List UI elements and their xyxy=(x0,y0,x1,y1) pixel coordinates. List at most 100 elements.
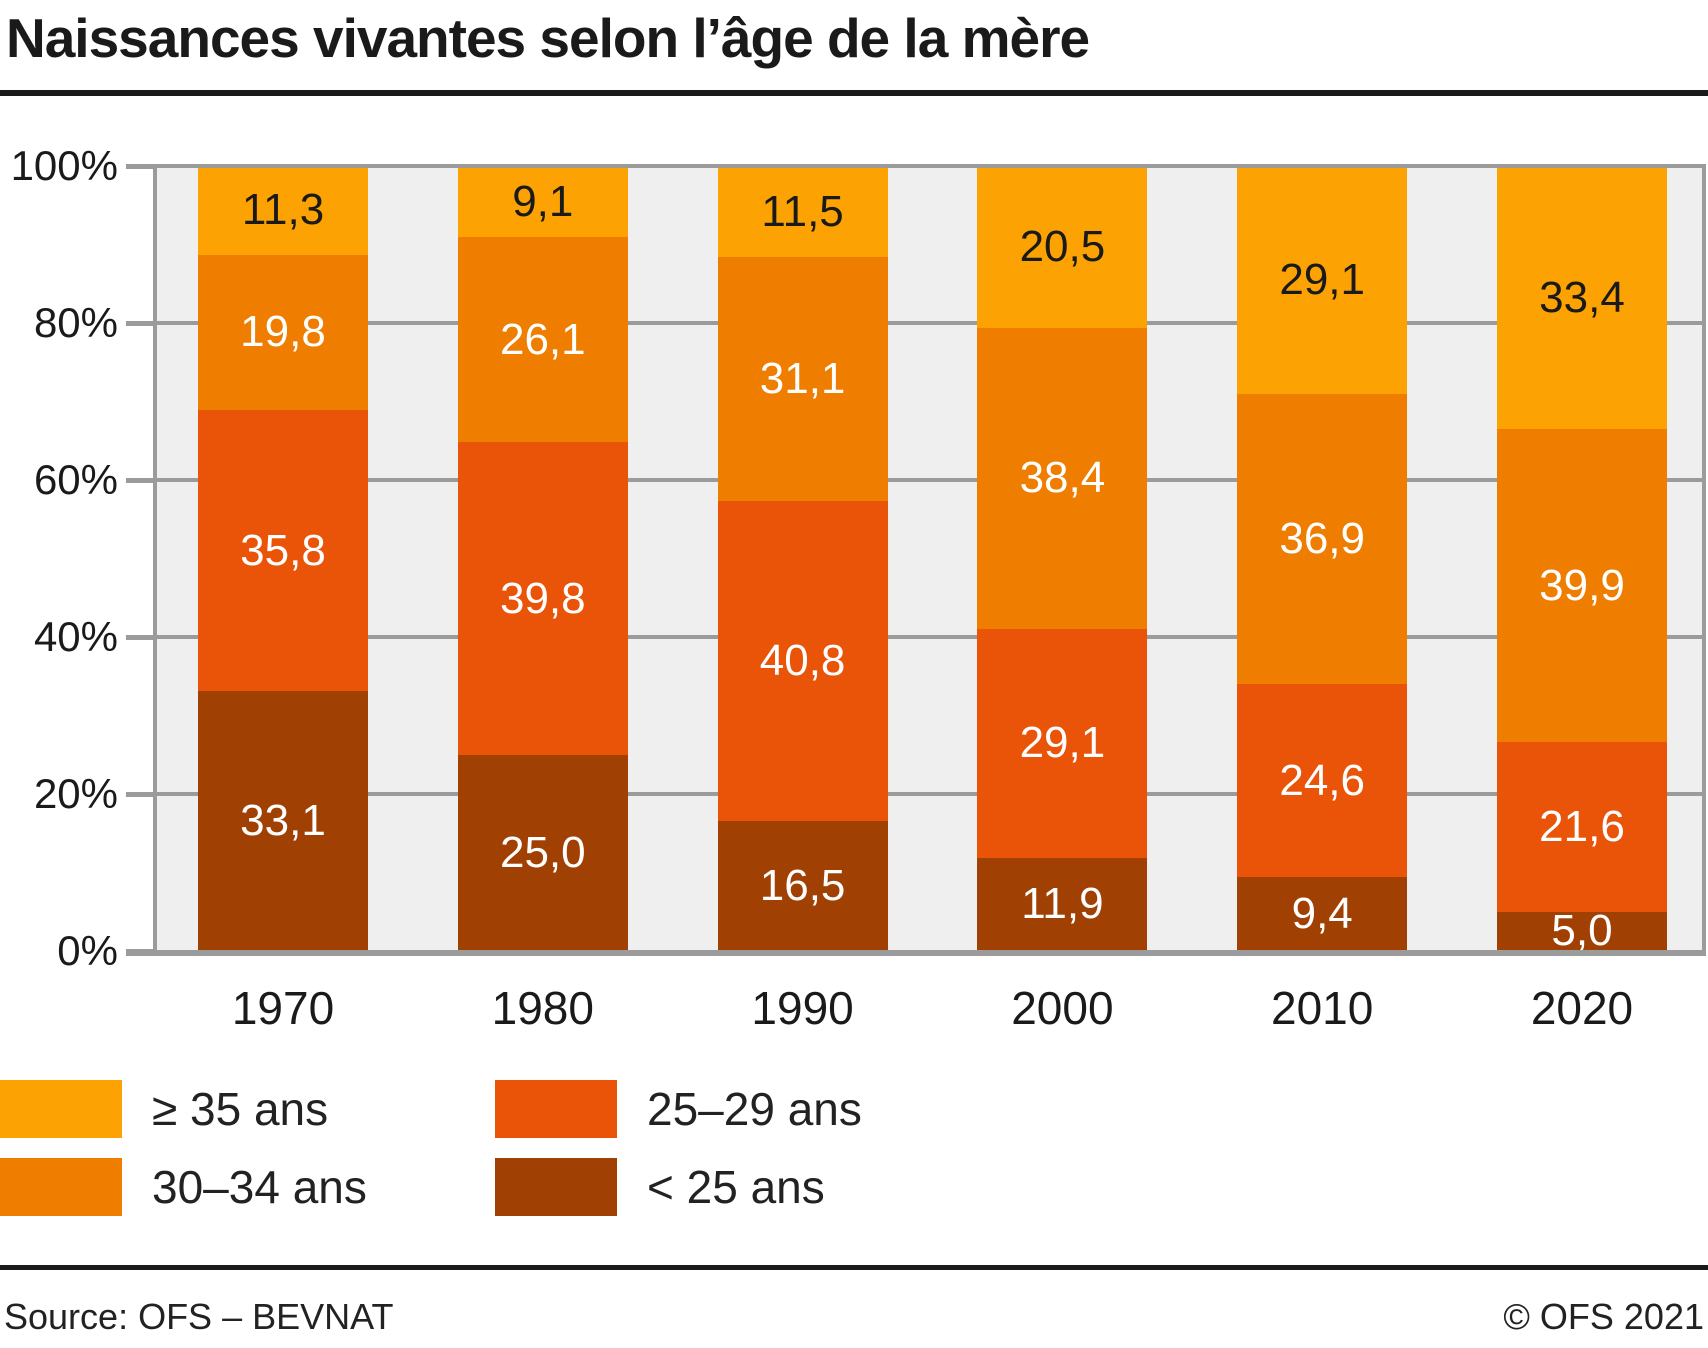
x-axis-label: 2000 xyxy=(1011,982,1114,1034)
bar-1970: 33,1 35,8 19,8 11,3 xyxy=(198,166,368,951)
bar-segment-value: 25,0 xyxy=(499,827,586,877)
bar-segment-value: 35,8 xyxy=(240,525,326,575)
top-gridline xyxy=(153,164,1706,168)
bar-segment-value: 9,4 xyxy=(1291,889,1353,939)
bar-2010: 9,4 24,6 36,9 29,1 xyxy=(1237,166,1408,951)
legend-swatch xyxy=(0,1080,122,1138)
y-axis-tick-label: 20% xyxy=(33,770,118,817)
bar-segment: 33,1 xyxy=(198,691,368,951)
bar-segment-value: 11,3 xyxy=(241,185,325,235)
gridline xyxy=(155,478,1706,482)
y-axis-tick-label: 0% xyxy=(57,927,118,974)
legend-label: ≥ 35 ans xyxy=(152,1083,329,1135)
bar-segment-value: 16,5 xyxy=(759,861,846,911)
bar-segment-value: 39,8 xyxy=(499,573,586,623)
bar-segment-value: 26,1 xyxy=(499,314,586,364)
x-axis-label: 2020 xyxy=(1530,982,1634,1034)
bar-segment: 33,4 xyxy=(1496,166,1667,429)
bar-segment: 31,1 xyxy=(717,257,888,502)
legend-label: < 25 ans xyxy=(647,1161,825,1213)
bar-2000: 11,9 29,1 38,4 20,5 xyxy=(977,166,1148,951)
bar-segment-value: 9,1 xyxy=(512,176,574,226)
x-axis-labels: 1970 1980 1990 2000 2010 2020 xyxy=(155,978,1706,1038)
y-axis-line xyxy=(153,164,157,956)
bar-segment: 40,8 xyxy=(717,501,888,822)
bar-segment: 19,8 xyxy=(198,254,368,411)
y-axis-tick xyxy=(126,321,155,326)
bar-segment-value: 40,8 xyxy=(759,636,846,686)
x-axis-label: 2010 xyxy=(1271,982,1374,1034)
bar-segment: 36,9 xyxy=(1237,394,1408,685)
y-axis-tick xyxy=(126,164,155,169)
bar-segment: 29,1 xyxy=(977,629,1148,858)
bar-segment-value: 33,4 xyxy=(1539,272,1625,322)
bars-row: 33,1 35,8 19,8 11,3 25,0 39,8 26,1 9,1 16,5 40,8 3… xyxy=(155,166,1706,955)
bar-segment-value: 11,9 xyxy=(1021,879,1104,929)
bar-segment-value: 21,6 xyxy=(1539,801,1625,851)
bar-segment-value: 20,5 xyxy=(1019,221,1106,271)
bar-segment: 5,0 xyxy=(1496,906,1667,955)
gridline xyxy=(155,635,1706,639)
legend-item: ≥ 35 ans xyxy=(0,1080,495,1138)
bar-segment-value: 29,1 xyxy=(1279,255,1365,305)
x-axis-line xyxy=(126,950,1706,956)
legend-label: 30–34 ans xyxy=(152,1161,367,1213)
x-axis-label: 1990 xyxy=(751,982,854,1034)
y-axis-tick xyxy=(126,635,155,640)
bar-segment: 11,5 xyxy=(717,166,888,258)
bar-segment-value: 29,1 xyxy=(1019,718,1106,768)
plot-right-border xyxy=(1702,164,1706,956)
legend-swatch xyxy=(495,1080,617,1138)
legend: ≥ 35 ans 30–34 ans 25–29 ans < 25 ans xyxy=(0,1080,990,1216)
bar-segment: 16,5 xyxy=(717,821,888,951)
bar-segment-value: 24,6 xyxy=(1279,755,1365,805)
bar-1980: 25,0 39,8 26,1 9,1 xyxy=(457,166,628,951)
bar-segment-value: 36,9 xyxy=(1279,514,1365,564)
gridline xyxy=(155,321,1706,325)
bar-segment: 11,3 xyxy=(198,166,368,255)
bar-segment-value: 19,8 xyxy=(240,307,326,357)
bar-segment: 21,6 xyxy=(1496,742,1667,912)
y-axis-tick xyxy=(126,478,155,483)
bar-2020: 5,0 21,6 39,9 33,4 xyxy=(1496,166,1667,955)
bar-segment: 26,1 xyxy=(457,237,628,443)
bar-segment-value: 39,9 xyxy=(1539,560,1625,610)
bar-segment: 9,1 xyxy=(457,166,628,238)
y-axis-tick-label: 60% xyxy=(33,456,118,503)
bar-segment: 9,4 xyxy=(1237,877,1408,951)
legend-swatch xyxy=(495,1158,617,1216)
y-axis-tick xyxy=(126,792,155,797)
plot-area: 33,1 35,8 19,8 11,3 25,0 39,8 26,1 9,1 16,5 40,8 3… xyxy=(155,166,1706,955)
bar-segment: 25,0 xyxy=(457,754,628,951)
bar-segment: 29,1 xyxy=(1237,166,1408,395)
bar-segment: 38,4 xyxy=(977,327,1148,630)
bar-segment: 20,5 xyxy=(977,166,1148,328)
legend-item: 25–29 ans xyxy=(495,1080,990,1138)
y-axis-tick-label: 80% xyxy=(33,299,118,346)
footer-copyright: © OFS 2021 xyxy=(1503,1296,1704,1337)
legend-label: 25–29 ans xyxy=(647,1083,862,1135)
bar-segment: 11,9 xyxy=(977,857,1148,951)
bar-1990: 16,5 40,8 31,1 11,5 xyxy=(717,166,888,951)
bar-segment: 24,6 xyxy=(1237,684,1408,878)
gridline xyxy=(155,792,1706,796)
bar-segment-value: 33,1 xyxy=(240,796,326,846)
y-axis-tick-label: 100% xyxy=(10,142,118,189)
title-divider xyxy=(0,90,1708,96)
x-axis-label: 1970 xyxy=(231,982,335,1034)
bar-segment-value: 38,4 xyxy=(1019,453,1106,503)
footer-source: Source: OFS – BEVNAT xyxy=(4,1296,394,1337)
legend-swatch xyxy=(0,1158,122,1216)
bar-segment-value: 11,5 xyxy=(761,186,844,236)
page-title: Naissances vivantes selon l’âge de la mè… xyxy=(6,7,1090,69)
footer-divider xyxy=(0,1265,1708,1270)
bar-segment-value: 5,0 xyxy=(1551,906,1613,956)
bar-segment: 39,8 xyxy=(457,442,628,755)
bar-segment-value: 31,1 xyxy=(759,354,846,404)
bar-segment: 39,9 xyxy=(1496,429,1667,743)
y-axis-tick-label: 40% xyxy=(33,613,118,660)
legend-item: 30–34 ans xyxy=(0,1158,495,1216)
x-axis-label: 1980 xyxy=(491,982,594,1034)
legend-item: < 25 ans xyxy=(495,1158,990,1216)
bar-segment: 35,8 xyxy=(198,410,368,692)
